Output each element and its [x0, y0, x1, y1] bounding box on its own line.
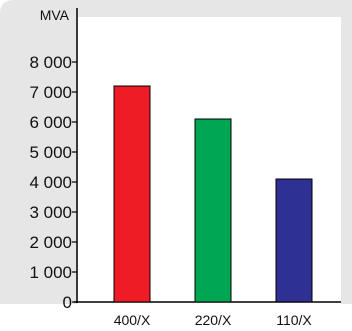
y-tick-label: 4 000 — [29, 173, 72, 192]
y-tick-label: 8 000 — [29, 53, 72, 72]
y-axis-unit-label: MVA — [40, 7, 70, 23]
x-tick-label: 400/X — [114, 312, 151, 328]
y-tick-label: 3 000 — [29, 203, 72, 222]
y-tick-label: 0 — [63, 293, 72, 312]
bar — [275, 178, 313, 303]
x-tick-label: 220/X — [195, 312, 232, 328]
y-tick-label: 7 000 — [29, 83, 72, 102]
y-axis-ticks: 0 1 000 2 000 3 000 4 000 5 000 6 000 7 000 8 00… — [29, 53, 77, 312]
bars — [113, 85, 313, 303]
x-tick-label: 110/X — [276, 312, 312, 328]
y-tick-label: 2 000 — [29, 233, 72, 252]
bar — [113, 85, 151, 303]
y-tick-label: 1 000 — [29, 263, 72, 282]
y-tick-label: 6 000 — [29, 113, 72, 132]
y-tick-label: 5 000 — [29, 143, 72, 162]
x-axis-labels: 400/X 220/X 110/X — [114, 312, 313, 328]
bar — [194, 118, 232, 303]
